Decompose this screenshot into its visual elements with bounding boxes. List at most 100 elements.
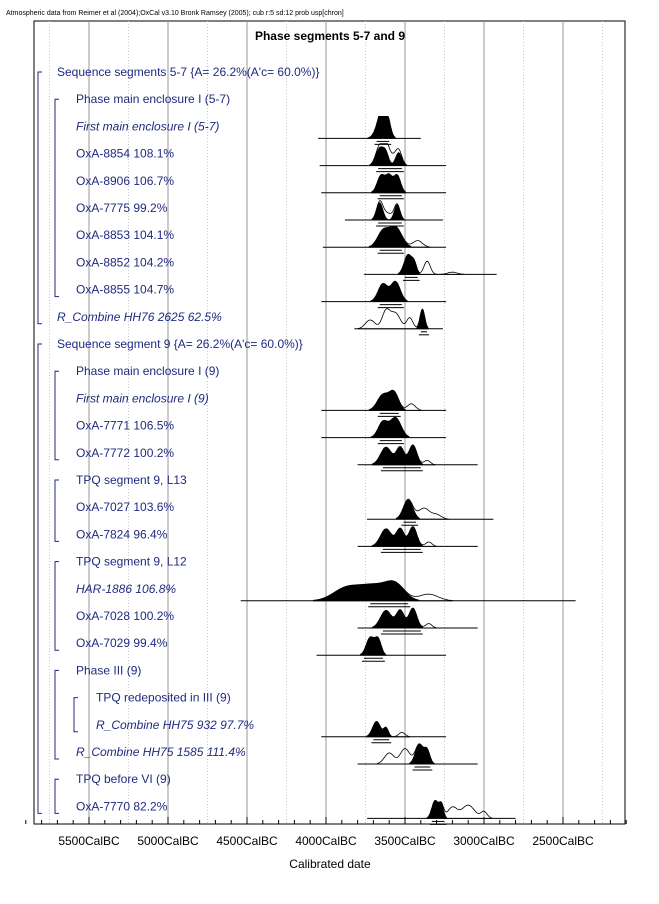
- posterior-distribution: [360, 636, 387, 656]
- date-label: R_Combine HH75 1585 111.4%: [76, 745, 246, 759]
- group-bracket: [54, 370, 59, 461]
- group-header-row: Phase main enclosure I (5-7): [76, 92, 230, 106]
- x-tick-label: 3500CalBC: [374, 834, 436, 848]
- date-label: R_Combine HH75 932 97.7%: [96, 718, 254, 732]
- date-row: OxA-7770 82.2%: [76, 799, 516, 825]
- posterior-distribution: [313, 580, 420, 602]
- date-row: OxA-8906 106.7%: [76, 173, 447, 200]
- group-header-row: Phase main enclosure I (9): [76, 364, 219, 378]
- group-bracket: [54, 479, 59, 542]
- group-bracket: [37, 71, 42, 325]
- date-label: OxA-7771 106.5%: [76, 419, 174, 433]
- date-label: OxA-8852 104.2%: [76, 255, 174, 269]
- date-rows: Sequence segments 5-7 {A= 26.2%(A'c= 60.…: [57, 65, 576, 825]
- date-label: R_Combine HH76 2625 62.5%: [57, 310, 222, 324]
- posterior-distribution: [368, 389, 407, 411]
- x-tick-label: 4000CalBC: [295, 834, 357, 848]
- x-axis-label: Calibrated date: [289, 857, 371, 871]
- date-label: OxA-7775 99.2%: [76, 201, 168, 215]
- date-row: OxA-7772 100.2%: [76, 444, 478, 472]
- date-row: OxA-8852 104.2%: [76, 253, 497, 281]
- group-bracket: [37, 343, 42, 814]
- date-row: R_Combine HH76 2625 62.5%: [57, 308, 443, 336]
- date-row: OxA-8855 104.7%: [76, 280, 447, 309]
- date-row: First main enclosure I (5-7): [76, 116, 421, 145]
- date-label: OxA-7027 103.6%: [76, 500, 174, 514]
- posterior-distribution: [398, 254, 421, 275]
- date-row: OxA-7028 100.2%: [76, 607, 478, 635]
- date-label: First main enclosure I (9): [76, 391, 209, 405]
- date-row: OxA-7824 96.4%: [76, 526, 478, 553]
- date-row: OxA-7775 99.2%: [76, 200, 443, 227]
- group-header-row: TPQ before VI (9): [76, 772, 171, 786]
- group-header-label: TPQ segment 9, L13: [76, 473, 187, 487]
- date-label: OxA-7029 99.4%: [76, 636, 168, 650]
- date-label: OxA-8854 108.1%: [76, 147, 174, 161]
- group-bracket: [73, 697, 78, 733]
- group-header-label: Phase main enclosure I (9): [76, 364, 219, 378]
- group-header-label: TPQ before VI (9): [76, 772, 171, 786]
- x-axis-tick-labels: 5500CalBC 5000CalBC 4500CalBC 4000CalBC 3500…: [58, 834, 594, 848]
- group-header-label: Sequence segments 5-7 {A= 26.2%(A'c= 60.…: [57, 65, 319, 79]
- group-header-row: Sequence segments 5-7 {A= 26.2%(A'c= 60.…: [57, 65, 319, 79]
- x-tick-label: 5000CalBC: [137, 834, 199, 848]
- date-row: First main enclosure I (9): [76, 389, 447, 417]
- group-bracket: [54, 98, 59, 298]
- x-tick-label: 3000CalBC: [453, 834, 515, 848]
- group-header-row: Phase III (9): [76, 663, 141, 677]
- group-header-row: Sequence segment 9 {A= 26.2%(A'c= 60.0%)…: [57, 337, 303, 351]
- date-row: OxA-7029 99.4%: [76, 636, 447, 662]
- x-tick-label: 4500CalBC: [216, 834, 278, 848]
- posterior-distribution: [396, 499, 421, 520]
- group-header-label: Phase main enclosure I (5-7): [76, 92, 230, 106]
- group-header-row: TPQ segment 9, L12: [76, 555, 187, 569]
- posterior-distribution: [416, 308, 429, 330]
- date-row: OxA-8853 104.1%: [76, 225, 447, 254]
- x-tick-label: 2500CalBC: [532, 834, 594, 848]
- posterior-distribution: [369, 146, 407, 166]
- date-row: R_Combine HH75 1585 111.4%: [76, 743, 478, 771]
- chart-title: Phase segments 5-7 and 9: [255, 29, 405, 43]
- grouping-brackets: [37, 71, 78, 814]
- group-bracket: [54, 778, 59, 814]
- group-header-row: TPQ redeposited in III (9): [96, 691, 231, 705]
- posterior-distribution: [371, 202, 405, 221]
- posterior-distribution: [371, 607, 424, 629]
- posterior-distribution: [370, 417, 410, 438]
- prior-distribution-outline: [369, 143, 408, 166]
- date-row: OxA-8854 108.1%: [76, 143, 447, 173]
- date-label: OxA-7824 96.4%: [76, 527, 168, 541]
- date-label: OxA-7770 82.2%: [76, 799, 168, 813]
- date-label: OxA-8853 104.1%: [76, 228, 174, 242]
- posterior-distribution: [370, 280, 408, 302]
- posterior-distribution: [367, 116, 396, 139]
- group-bracket: [54, 669, 59, 760]
- group-bracket: [54, 561, 59, 651]
- posterior-distribution: [426, 800, 448, 819]
- x-tick-label: 5500CalBC: [58, 834, 120, 848]
- attribution-text: Atmospheric data from Reimer et al (2004…: [6, 10, 344, 17]
- date-label: OxA-8906 106.7%: [76, 174, 174, 188]
- date-row: R_Combine HH75 932 97.7%: [96, 718, 447, 744]
- posterior-distribution: [371, 526, 424, 547]
- group-header-label: TPQ redeposited in III (9): [96, 691, 231, 705]
- group-header-label: TPQ segment 9, L12: [76, 555, 187, 569]
- plot-frame: [33, 20, 626, 825]
- date-label: OxA-7772 100.2%: [76, 446, 174, 460]
- date-row: OxA-7027 103.6%: [76, 498, 494, 526]
- group-header-row: TPQ segment 9, L13: [76, 473, 187, 487]
- grid-lines: [49, 21, 603, 824]
- posterior-distribution: [371, 444, 424, 466]
- date-label: OxA-7028 100.2%: [76, 609, 174, 623]
- date-label: OxA-8855 104.7%: [76, 283, 174, 297]
- group-header-label: Phase III (9): [76, 663, 141, 677]
- prior-distribution-outline: [358, 308, 429, 330]
- posterior-distribution: [409, 743, 435, 765]
- date-label: HAR-1886 106.8%: [76, 582, 176, 596]
- posterior-distribution: [366, 721, 393, 738]
- date-row: HAR-1886 106.8%: [76, 580, 576, 608]
- date-label: First main enclosure I (5-7): [76, 119, 219, 133]
- group-header-label: Sequence segment 9 {A= 26.2%(A'c= 60.0%)…: [57, 337, 303, 351]
